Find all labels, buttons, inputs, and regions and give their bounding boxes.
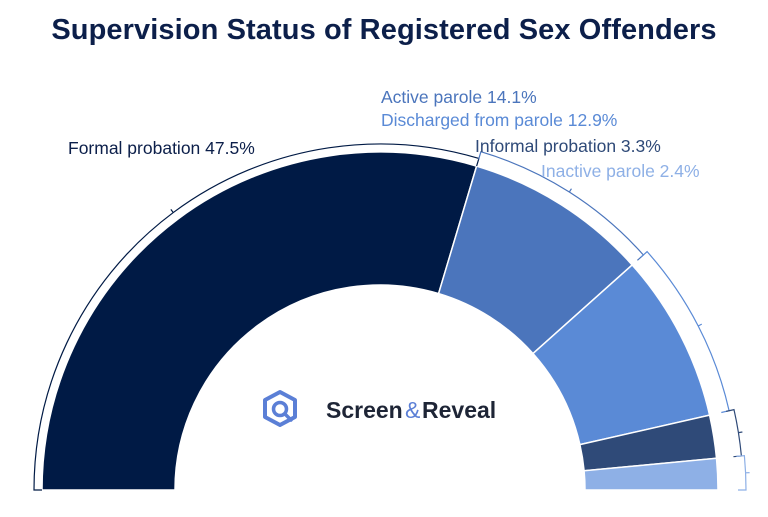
slices-group (41, 151, 719, 491)
slice-formal-probation (41, 151, 478, 491)
leader-inactive-parole (736, 454, 747, 491)
leader-active-parole (478, 150, 645, 261)
connector-formal-probation (170, 209, 174, 213)
slice-inactive-parole (583, 457, 719, 491)
chart-title: Supervision Status of Registered Sex Off… (51, 14, 717, 46)
leader-formal-probation (33, 143, 480, 491)
connector-discharged-from-parole (697, 323, 703, 327)
connector-active-parole (568, 188, 572, 193)
brand-word-screen: Screen (326, 397, 403, 423)
label-formal-probation: Formal probation 47.5% (68, 138, 255, 158)
leader-discharged-from-parole (640, 250, 730, 414)
labels-group: Formal probation 47.5% Active parole 14.1… (68, 87, 700, 181)
label-informal-probation: Informal probation 3.3% (475, 136, 661, 156)
brand-ampersand: & (405, 397, 420, 423)
brand-word-reveal: Reveal (422, 397, 496, 423)
screen-reveal-logo-icon (263, 390, 297, 427)
brand-watermark: Screen & Reveal (263, 390, 496, 427)
leader-lines-group (33, 143, 750, 491)
label-active-parole: Active parole 14.1% (381, 87, 537, 107)
connector-informal-probation (738, 431, 743, 434)
label-discharged-from-parole: Discharged from parole 12.9% (381, 110, 617, 130)
label-inactive-parole: Inactive parole 2.4% (541, 161, 700, 181)
